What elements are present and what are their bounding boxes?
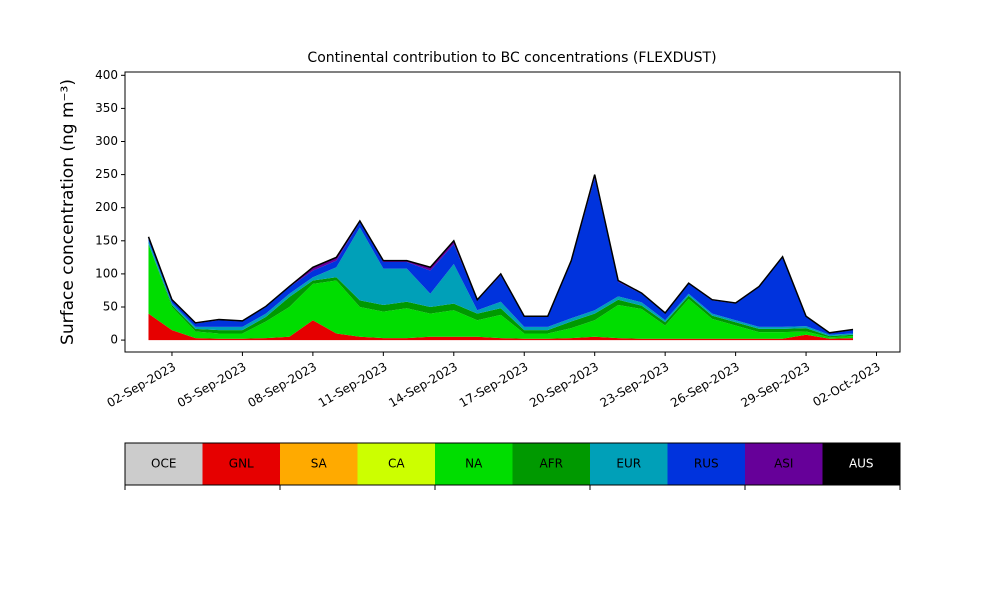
legend-swatch: [125, 443, 203, 485]
legend-label: RUS: [694, 457, 719, 471]
area-na: [148, 244, 854, 339]
legend-label: SA: [311, 457, 328, 471]
x-tick-label: 08-Sep-2023: [245, 360, 319, 411]
x-tick-label: 05-Sep-2023: [175, 360, 249, 411]
area-eur: [148, 227, 854, 337]
y-tick-label: 0: [110, 333, 118, 347]
x-tick-label: 23-Sep-2023: [598, 360, 672, 411]
plot-frame: [124, 71, 901, 353]
legend-label: OCE: [151, 457, 176, 471]
x-tick-label: 02-Oct-2023: [810, 360, 882, 410]
y-axis-label: Surface concentration (ng m⁻³): [58, 79, 78, 345]
legend-swatch: [357, 443, 435, 485]
legend-label: GNL: [229, 457, 254, 471]
legend-label: EUR: [616, 457, 641, 471]
legend-swatch: [280, 443, 358, 485]
legend-frame: [124, 442, 901, 486]
legend-swatch: [822, 443, 900, 485]
legend-label: AFR: [540, 457, 563, 471]
x-tick-label: 02-Sep-2023: [104, 360, 178, 411]
x-tick-label: 20-Sep-2023: [527, 360, 601, 411]
legend-label: CA: [388, 457, 405, 471]
y-tick-label: 200: [95, 200, 118, 214]
total-outline: [147, 174, 854, 334]
legend-swatch: [512, 443, 590, 485]
y-tick-label: 250: [95, 167, 118, 181]
legend-label: AUS: [849, 457, 874, 471]
y-tick-label: 150: [95, 233, 118, 247]
area-rus: [148, 177, 854, 335]
legend-swatch: [745, 443, 823, 485]
legend-label: ASI: [774, 457, 793, 471]
y-tick-label: 400: [95, 68, 118, 82]
legend-swatch: [202, 443, 280, 485]
legend-swatch: [590, 443, 668, 485]
chart-title: Continental contribution to BC concentra…: [307, 50, 716, 66]
legend-label: NA: [465, 457, 483, 471]
y-tick-label: 300: [95, 134, 118, 148]
x-tick-label: 17-Sep-2023: [457, 360, 531, 411]
x-tick-label: 29-Sep-2023: [739, 360, 813, 411]
y-tick-label: 50: [103, 299, 118, 313]
legend-swatch: [667, 443, 745, 485]
y-tick-label: 100: [95, 266, 118, 280]
x-tick-label: 26-Sep-2023: [668, 360, 742, 411]
area-gnl: [148, 313, 854, 341]
x-tick-label: 11-Sep-2023: [316, 360, 390, 411]
y-tick-label: 350: [95, 101, 118, 115]
legend-swatch: [435, 443, 513, 485]
x-tick-label: 14-Sep-2023: [386, 360, 460, 411]
